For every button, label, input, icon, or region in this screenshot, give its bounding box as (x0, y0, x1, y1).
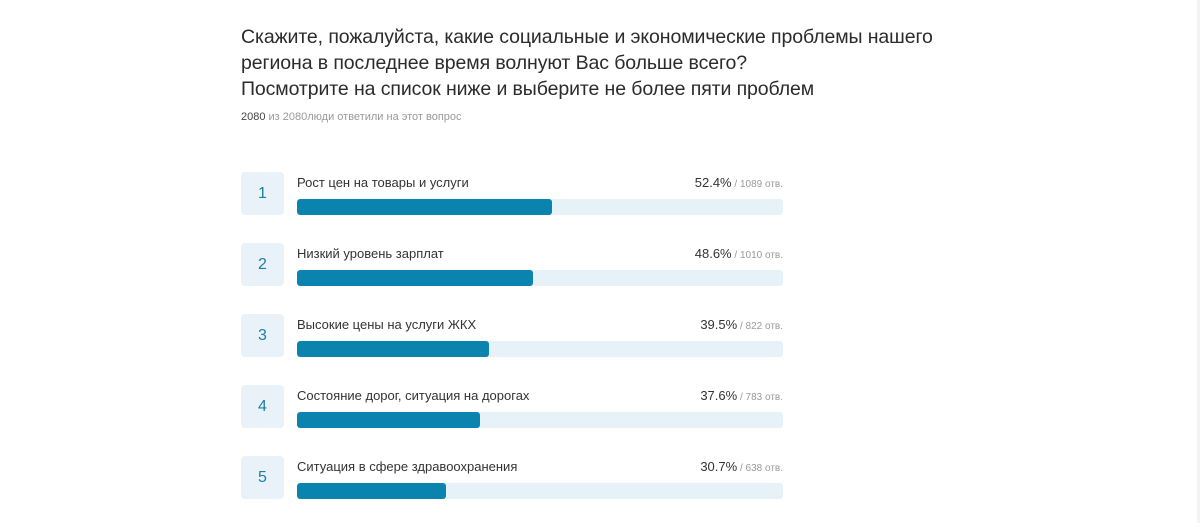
answer-count: / 1010 отв. (731, 250, 783, 261)
option-label: Высокие цены на услуги ЖКХ (297, 317, 477, 332)
results-list: 1 Рост цен на товары и услуги 52.4% / 10… (241, 172, 786, 527)
bar-track (297, 412, 783, 428)
answer-count: / 822 отв. (737, 321, 783, 332)
percent: 37.6% (700, 388, 738, 403)
option-stat: 30.7% / 638 отв. (700, 459, 783, 474)
answer-count: / 638 отв. (737, 463, 783, 474)
percent: 30.7% (700, 459, 738, 474)
rank-badge: 3 (241, 314, 284, 357)
result-row: 1 Рост цен на товары и услуги 52.4% / 10… (241, 172, 786, 217)
bar-track (297, 341, 783, 357)
option-stat: 39.5% / 822 отв. (700, 317, 783, 332)
answer-count: / 783 отв. (737, 392, 783, 403)
option-label: Ситуация в сфере здравоохранения (297, 459, 518, 474)
scrollbar-track[interactable] (1197, 0, 1200, 523)
title-line: Посмотрите на список ниже и выберите не … (241, 78, 815, 100)
option-label: Рост цен на товары и услуги (297, 175, 469, 190)
bar-fill (297, 270, 534, 286)
result-row: 5 Ситуация в сфере здравоохранения 30.7%… (241, 456, 786, 501)
respondents-count: 2080 из 2080люди ответили на этот вопрос (241, 111, 801, 123)
result-row: 3 Высокие цены на услуги ЖКХ 39.5% / 822… (241, 314, 786, 359)
option-stat: 48.6% / 1010 отв. (695, 246, 783, 261)
rank-badge: 1 (241, 172, 284, 215)
option-stat: 37.6% / 783 отв. (700, 388, 783, 403)
rank-badge: 4 (241, 385, 284, 428)
title-line: Скажите, пожалуйста, какие социальные и … (241, 26, 933, 48)
answered-number: 2080 (241, 111, 266, 123)
bar-fill (297, 341, 489, 357)
percent: 48.6% (694, 246, 732, 261)
bar-fill (297, 199, 552, 215)
percent: 39.5% (700, 317, 738, 332)
bar-fill (297, 483, 447, 499)
rank-badge: 2 (241, 243, 284, 286)
question-title: Скажите, пожалуйста, какие социальные и … (241, 24, 961, 102)
title-line: региона в последнее время волнуют Вас бо… (241, 52, 748, 74)
answered-text: из 2080люди ответили на этот вопрос (265, 111, 462, 123)
result-row: 2 Низкий уровень зарплат 48.6% / 1010 от… (241, 243, 786, 288)
answer-count: / 1089 отв. (731, 179, 783, 190)
bar-track (297, 199, 783, 215)
rank-badge: 5 (241, 456, 284, 499)
option-stat: 52.4% / 1089 отв. (695, 175, 783, 190)
percent: 52.4% (694, 175, 732, 190)
bar-track (297, 270, 783, 286)
bar-track (297, 483, 783, 499)
option-label: Низкий уровень зарплат (297, 246, 444, 261)
question-header: Скажите, пожалуйста, какие социальные и … (241, 24, 933, 123)
option-label: Состояние дорог, ситуация на дорогах (297, 388, 530, 403)
bar-fill (297, 412, 480, 428)
result-row: 4 Состояние дорог, ситуация на дорогах 3… (241, 385, 786, 430)
